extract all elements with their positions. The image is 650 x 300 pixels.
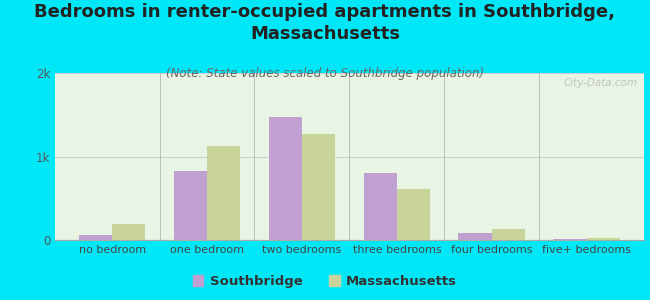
Bar [302,134,335,240]
Bar [491,229,525,240]
Text: (Note: State values scaled to Southbridge population): (Note: State values scaled to Southbridg… [166,68,484,80]
Bar [553,238,586,240]
Bar [363,173,396,240]
Bar [268,117,302,240]
Bar [112,224,146,240]
Bar [207,146,240,240]
Bar [586,238,620,240]
Legend: Southbridge, Massachusetts: Southbridge, Massachusetts [187,270,463,293]
Text: City-Data.com: City-Data.com [564,79,638,88]
Bar [79,236,112,240]
Bar [396,189,430,240]
Text: Bedrooms in renter-occupied apartments in Southbridge,
Massachusetts: Bedrooms in renter-occupied apartments i… [34,3,616,43]
Bar [174,171,207,240]
Bar [458,232,491,240]
